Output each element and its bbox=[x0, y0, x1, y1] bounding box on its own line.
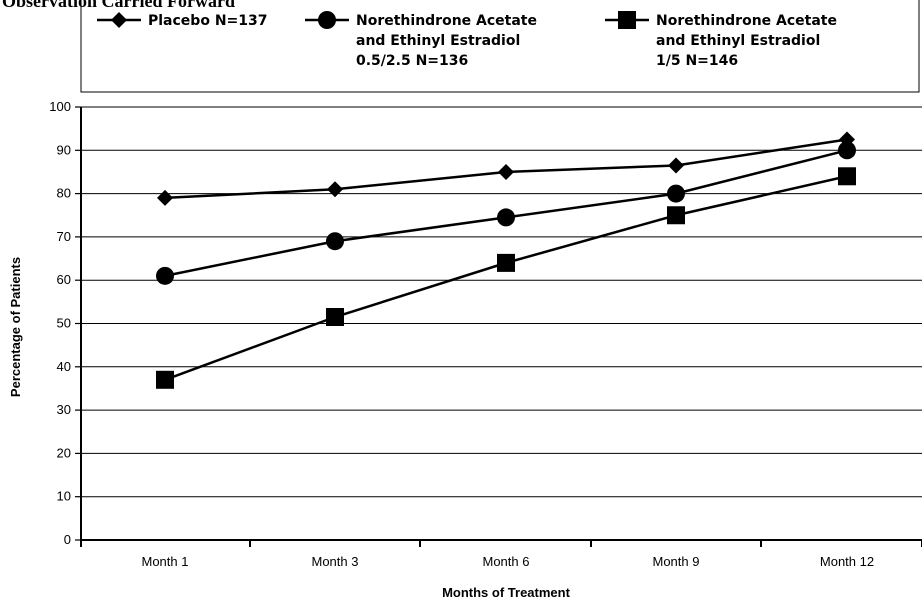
y-tick-label: 80 bbox=[57, 186, 71, 201]
data-point bbox=[668, 157, 684, 174]
legend-marker bbox=[318, 11, 336, 29]
legend-label: Placebo N=137 bbox=[148, 13, 268, 29]
x-axis-label: Months of Treatment bbox=[442, 585, 571, 600]
axes: 0 10 20 30 40 50 60 70 80 90 100 Month 1 Month 3 Mont… bbox=[49, 99, 922, 569]
y-tick-label: 70 bbox=[57, 229, 71, 244]
series-group bbox=[156, 131, 856, 389]
data-point bbox=[667, 206, 685, 225]
x-tick-label: Month 6 bbox=[483, 554, 530, 569]
y-tick-label: 10 bbox=[57, 489, 71, 504]
data-point bbox=[157, 189, 173, 206]
legend-label: Norethindrone Acetate bbox=[356, 13, 537, 29]
y-tick-label: 30 bbox=[57, 402, 71, 417]
data-point bbox=[498, 163, 514, 180]
data-point bbox=[838, 167, 856, 186]
y-tick-label: 0 bbox=[64, 532, 71, 547]
x-tick-label: Month 12 bbox=[820, 554, 874, 569]
data-point bbox=[326, 232, 344, 251]
y-tick-label: 100 bbox=[49, 99, 71, 114]
series-line bbox=[164, 175, 848, 381]
y-tick-label: 60 bbox=[57, 272, 71, 287]
legend-label: and Ethinyl Estradiol bbox=[656, 33, 820, 49]
legend-marker bbox=[111, 12, 127, 28]
gridlines bbox=[81, 106, 922, 498]
data-point bbox=[326, 308, 344, 327]
x-tick-label: Month 1 bbox=[142, 554, 189, 569]
data-point bbox=[838, 141, 856, 160]
data-point bbox=[327, 181, 343, 198]
legend-label: Norethindrone Acetate bbox=[656, 13, 837, 29]
data-point bbox=[497, 253, 515, 272]
legend-marker bbox=[618, 11, 636, 29]
legend: Placebo N=137 Norethindrone Acetate and Et… bbox=[80, 0, 920, 93]
legend-box bbox=[80, 0, 920, 93]
y-tick-label: 40 bbox=[57, 359, 71, 374]
data-point bbox=[156, 370, 174, 389]
x-tick-label: Month 9 bbox=[653, 554, 700, 569]
data-point bbox=[156, 266, 174, 285]
legend-label: and Ethinyl Estradiol bbox=[356, 33, 520, 49]
legend-label: 0.5/2.5 N=136 bbox=[356, 53, 468, 69]
y-tick-label: 50 bbox=[57, 316, 71, 331]
data-point bbox=[497, 208, 515, 227]
page-title: Observation Carried Forward bbox=[2, 0, 235, 11]
x-tick-label: Month 3 bbox=[312, 554, 359, 569]
data-point bbox=[667, 184, 685, 203]
y-axis-label: Percentage of Patients bbox=[8, 257, 23, 397]
y-tick-label: 20 bbox=[57, 445, 71, 460]
legend-label: 1/5 N=146 bbox=[656, 53, 738, 69]
y-tick-label: 90 bbox=[57, 142, 71, 157]
